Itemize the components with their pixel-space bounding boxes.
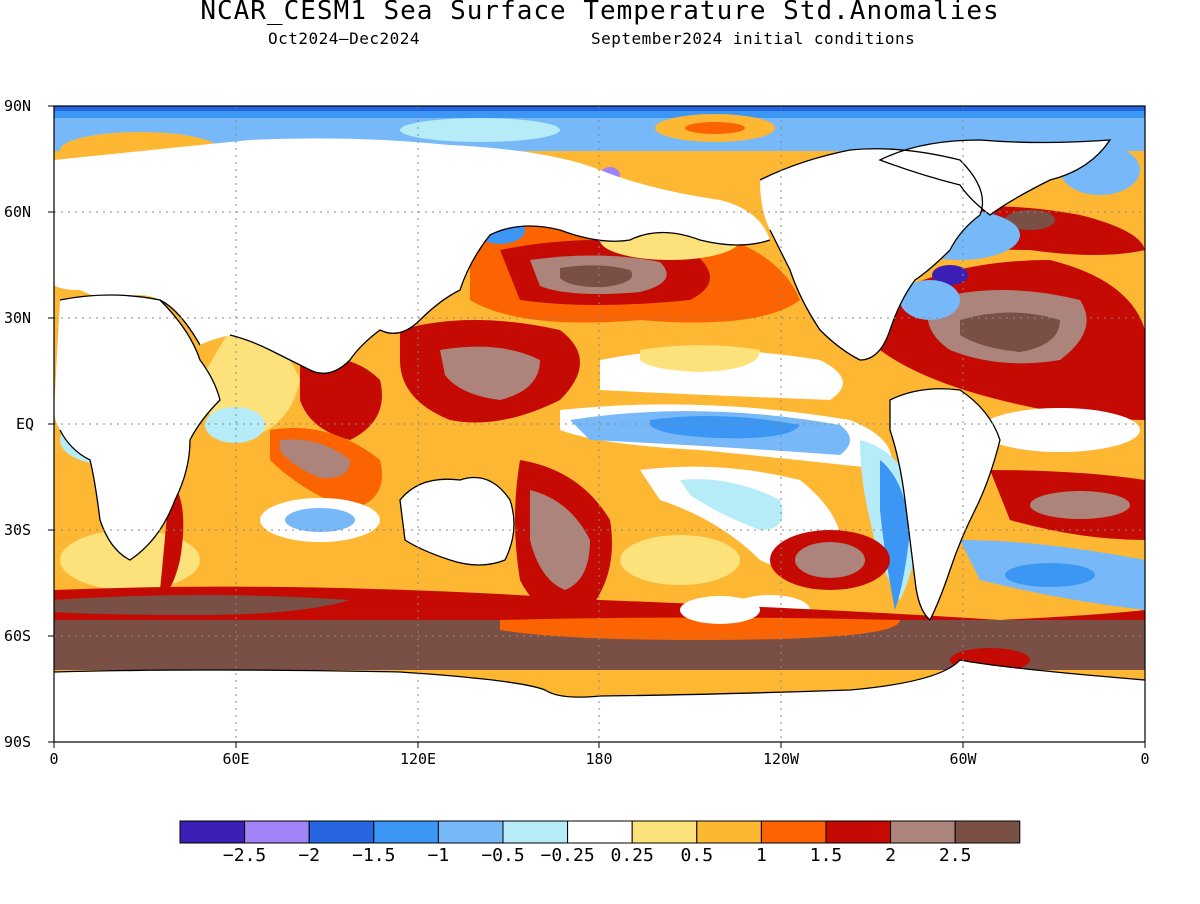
initial-conditions: September2024 initial conditions	[591, 29, 916, 48]
lon-label-180: 180	[585, 750, 613, 768]
map-title: NCAR_CESM1 Sea Surface Temperature Std.A…	[200, 0, 1000, 26]
colorbar-swatch	[373, 820, 439, 844]
colorbar-tick-label: −2.5	[222, 845, 267, 866]
lon-label-0-east: 0	[1140, 750, 1150, 768]
lon-label-60e: 60E	[222, 750, 250, 768]
colorbar-tick-label: 1.5	[809, 845, 843, 866]
colorbar-tick-label: 0.5	[680, 845, 714, 866]
colorbar-tick-label: −0.5	[481, 845, 525, 866]
lat-label-60n: 60N	[4, 203, 32, 221]
lat-label-30n: 30N	[4, 309, 32, 327]
lon-label-120e: 120E	[399, 750, 437, 768]
colorbar-tick-label: 2	[885, 845, 897, 866]
coastlines	[54, 139, 1145, 698]
colorbar-swatch	[567, 820, 633, 844]
lon-label-60w: 60W	[949, 750, 977, 768]
colorbar-swatch	[179, 820, 246, 844]
colorbar-swatch	[631, 820, 698, 844]
colorbar-swatch	[760, 820, 827, 844]
colorbar-swatch	[502, 820, 569, 844]
colorbar-tick-label: −2	[298, 845, 321, 866]
colorbar-swatch	[696, 820, 762, 844]
colorbar-tick-label: −1	[427, 845, 450, 866]
lon-label-120w: 120W	[762, 750, 800, 768]
graticule	[54, 106, 1145, 742]
colorbar-swatch	[890, 820, 956, 844]
colorbar-tick-label: 0.25	[610, 845, 654, 866]
colorbar	[179, 820, 1021, 844]
colorbar-tick-label: 1	[755, 845, 767, 866]
axis-ticks	[48, 105, 1146, 748]
colorbar-tick-label: 2.5	[938, 845, 972, 866]
lon-label-0: 0	[49, 750, 59, 768]
colorbar-swatch	[308, 820, 375, 844]
lat-label-90n: 90N	[4, 97, 32, 115]
lat-label-30s: 30S	[4, 521, 32, 539]
colorbar-tick-label: −0.25	[540, 845, 595, 866]
lat-label-90s: 90S	[4, 733, 32, 751]
colorbar-swatch	[825, 820, 892, 844]
colorbar-swatch	[244, 820, 310, 844]
colorbar-swatch	[437, 820, 504, 844]
forecast-period: Oct2024–Dec2024	[268, 29, 420, 48]
lat-label-60s: 60S	[4, 627, 32, 645]
colorbar-tick-label: −1.5	[352, 845, 396, 866]
colorbar-swatch	[954, 820, 1021, 844]
lat-label-eq: EQ	[16, 415, 35, 433]
